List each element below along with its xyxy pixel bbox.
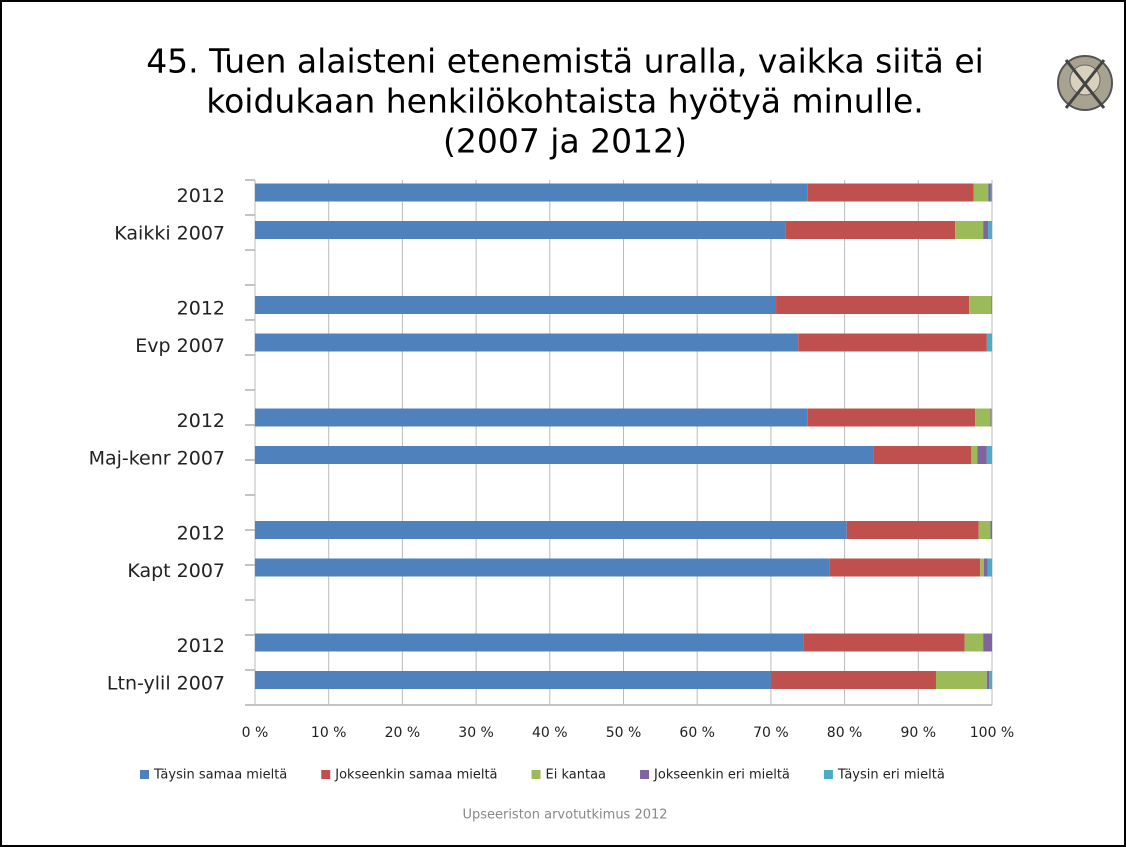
x-tick-label: 30 %	[458, 725, 494, 741]
bar-segment	[829, 558, 981, 577]
bar-segment	[770, 671, 936, 689]
y-tick-label: 2012	[177, 185, 225, 207]
y-tick-label: Maj-kenr 2007	[89, 448, 225, 470]
bar-segment	[990, 183, 992, 202]
bar-segment	[987, 558, 992, 577]
bar-segment	[776, 296, 970, 314]
bar-segment	[255, 671, 771, 689]
y-tick-label: Kaikki 2007	[114, 223, 225, 245]
legend-label: Täysin samaa mieltä	[153, 768, 287, 783]
chart-title: koidukaan henkilökohtaista hyötyä minull…	[206, 82, 924, 121]
bar-segment	[873, 446, 972, 464]
bar-segment	[803, 633, 965, 652]
bar-segment	[798, 333, 987, 352]
bar-segment	[991, 408, 992, 427]
chart-title: (2007 ja 2012)	[443, 122, 687, 161]
x-tick-label: 60 %	[679, 725, 715, 741]
legend-label: Jokseenkin samaa mieltä	[334, 768, 497, 783]
bar-segment	[807, 408, 976, 427]
bar-segment	[986, 671, 990, 689]
bar-segment	[255, 521, 847, 539]
legend-label: Ei kantaa	[546, 768, 607, 783]
legend-swatch	[140, 770, 149, 779]
bar-segment	[846, 521, 979, 539]
y-tick-label: 2012	[177, 635, 225, 657]
y-tick-label: Evp 2007	[135, 335, 225, 357]
bar-segment	[807, 183, 974, 202]
bar-segment	[971, 446, 978, 464]
y-tick-label: 2012	[177, 523, 225, 545]
bar-segment	[983, 633, 992, 652]
bar-segment	[991, 296, 992, 314]
x-tick-label: 80 %	[827, 725, 863, 741]
bar-segment	[973, 183, 989, 202]
x-tick-label: 90 %	[901, 725, 937, 741]
bar-segment	[255, 296, 777, 314]
bar-segment	[935, 671, 987, 689]
bar-segment	[977, 446, 987, 464]
y-tick-label: 2012	[177, 410, 225, 432]
x-tick-label: 40 %	[532, 725, 568, 741]
emblem	[1057, 55, 1113, 111]
legend-swatch	[531, 770, 541, 779]
bar-segment	[990, 521, 992, 539]
legend-swatch	[823, 770, 833, 779]
bar-segment	[990, 408, 992, 427]
bar-segment	[785, 221, 956, 239]
chart-title: 45. Tuen alaisteni etenemistä uralla, va…	[146, 42, 984, 81]
bar-segment	[980, 558, 984, 577]
x-tick-label: 70 %	[753, 725, 789, 741]
bar-segment	[983, 558, 988, 577]
bar-segment	[255, 333, 799, 352]
y-tick-label: Kapt 2007	[127, 560, 225, 582]
x-tick-label: 100 %	[970, 725, 1014, 741]
legend-swatch	[640, 770, 650, 779]
bar-segment	[983, 221, 989, 239]
x-tick-label: 20 %	[385, 725, 421, 741]
bar-segment	[255, 633, 804, 652]
bar-segment	[955, 221, 984, 239]
y-tick-label: Ltn-ylil 2007	[107, 673, 225, 695]
x-tick-label: 50 %	[606, 725, 642, 741]
bar-segment	[988, 221, 992, 239]
bar-segment	[969, 296, 992, 314]
legend-swatch	[321, 770, 331, 779]
source: Upseeriston arvotutkimus 2012	[462, 808, 667, 823]
y-tick-label: 2012	[177, 298, 225, 320]
x-tick-label: 0 %	[242, 725, 269, 741]
bar-segment	[255, 183, 808, 202]
bar-segment	[986, 446, 992, 464]
bar-segment	[255, 446, 874, 464]
bar-segment	[255, 558, 830, 577]
bar-segment	[988, 183, 991, 202]
bar-segment	[978, 521, 991, 539]
bar-segment	[255, 221, 786, 239]
bar-segment	[986, 333, 992, 352]
bar-segment	[255, 408, 808, 427]
bar-segment	[975, 408, 991, 427]
legend-label: Jokseenkin eri mieltä	[653, 768, 790, 783]
x-tick-label: 10 %	[311, 725, 347, 741]
legend-label: Täysin eri mieltä	[837, 768, 945, 783]
bar-segment	[989, 671, 992, 689]
bar-segment	[964, 633, 984, 652]
